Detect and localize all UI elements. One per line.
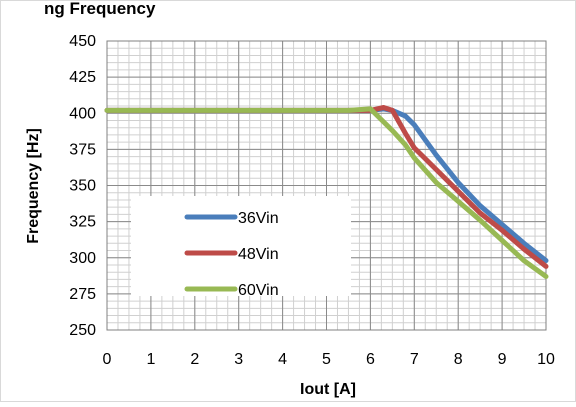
plot-area-border [106, 40, 547, 331]
x-tick-label: 10 [537, 351, 555, 368]
x-tick-label: 7 [410, 351, 419, 368]
x-tick-label: 5 [322, 351, 331, 368]
x-axis-label: Iout [A] [300, 381, 356, 398]
y-tick-label: 275 [69, 286, 96, 303]
y-tick-label: 425 [69, 69, 96, 86]
x-tick-label: 4 [278, 351, 287, 368]
legend-label-60Vin: 60Vin [238, 282, 279, 299]
chart-title: ng Frequency [44, 0, 156, 18]
x-tick-label: 3 [234, 351, 243, 368]
x-tick-label: 0 [103, 351, 112, 368]
y-tick-label: 350 [69, 178, 96, 195]
legend-label-36Vin: 36Vin [238, 210, 279, 227]
y-tick-label: 250 [69, 322, 96, 339]
series-lines [104, 105, 549, 279]
y-tick-label: 300 [69, 250, 96, 267]
y-axis-ticks: 250 275 300 325 350 375 400 425 450 [69, 33, 96, 339]
series-line-60Vin [104, 106, 549, 279]
legend-box [131, 196, 351, 296]
x-tick-label: 8 [454, 351, 463, 368]
legend: 36Vin 48Vin 60Vin [131, 196, 351, 299]
x-axis-ticks: 0 1 2 3 4 5 6 7 8 9 10 [103, 351, 555, 368]
y-tick-label: 325 [69, 214, 96, 231]
y-tick-label: 375 [69, 141, 96, 158]
x-tick-label: 1 [146, 351, 155, 368]
y-axis-label: Frequency [Hz] [25, 128, 42, 244]
legend-label-48Vin: 48Vin [238, 246, 279, 263]
x-tick-label: 9 [498, 351, 507, 368]
x-tick-label: 6 [366, 351, 375, 368]
y-tick-label: 400 [69, 105, 96, 122]
y-tick-label: 450 [69, 33, 96, 50]
x-tick-label: 2 [190, 351, 199, 368]
